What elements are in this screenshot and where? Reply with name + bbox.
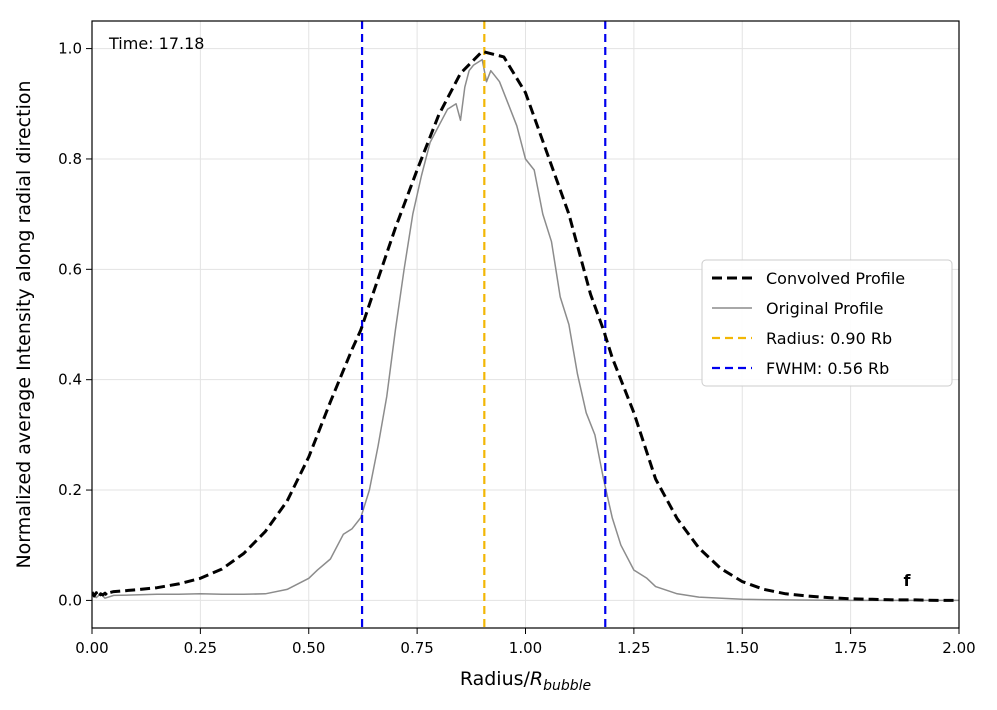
legend-label: FWHM: 0.56 Rb xyxy=(766,359,889,378)
x-tick-label: 1.75 xyxy=(834,639,867,657)
series-convolved-profile xyxy=(92,49,959,602)
time-annotation: Time: 17.18 xyxy=(108,34,204,53)
y-axis-label: Normalized average Intensity along radia… xyxy=(13,80,35,568)
plot-area xyxy=(92,21,959,628)
y-tick-label: 0.0 xyxy=(58,591,82,609)
series-original-profile xyxy=(92,58,959,602)
x-axis-label: Radius/Rbubble xyxy=(460,668,591,694)
x-tick-label: 1.25 xyxy=(617,639,650,657)
y-tick-label: 0.6 xyxy=(58,260,82,278)
y-tick-label: 1.0 xyxy=(58,40,82,58)
x-tick-label: 1.50 xyxy=(726,639,759,657)
x-tick-label: 0.50 xyxy=(292,639,325,657)
legend: Convolved Profile Original Profile Radius:… xyxy=(701,259,953,387)
legend-label: Convolved Profile xyxy=(766,269,905,288)
y-tick-label: 0.8 xyxy=(58,150,82,168)
y-tick-label: 0.4 xyxy=(58,371,82,389)
x-tick-label: 1.00 xyxy=(509,639,542,657)
y-tick-label: 0.2 xyxy=(58,481,82,499)
legend-label: Original Profile xyxy=(766,299,883,318)
legend-label: Radius: 0.90 Rb xyxy=(766,329,892,348)
legend-box xyxy=(701,259,953,387)
axis-ticks: 0.00 0.25 0.50 0.75 1.00 1.25 1.50 1.75 2.00 0.0 0… xyxy=(58,40,976,657)
x-tick-label: 0.25 xyxy=(184,639,217,657)
x-tick-label: 2.00 xyxy=(942,639,975,657)
x-tick-label: 0.75 xyxy=(400,639,433,657)
panel-mark-annotation: f xyxy=(903,571,911,590)
x-tick-label: 0.00 xyxy=(75,639,108,657)
